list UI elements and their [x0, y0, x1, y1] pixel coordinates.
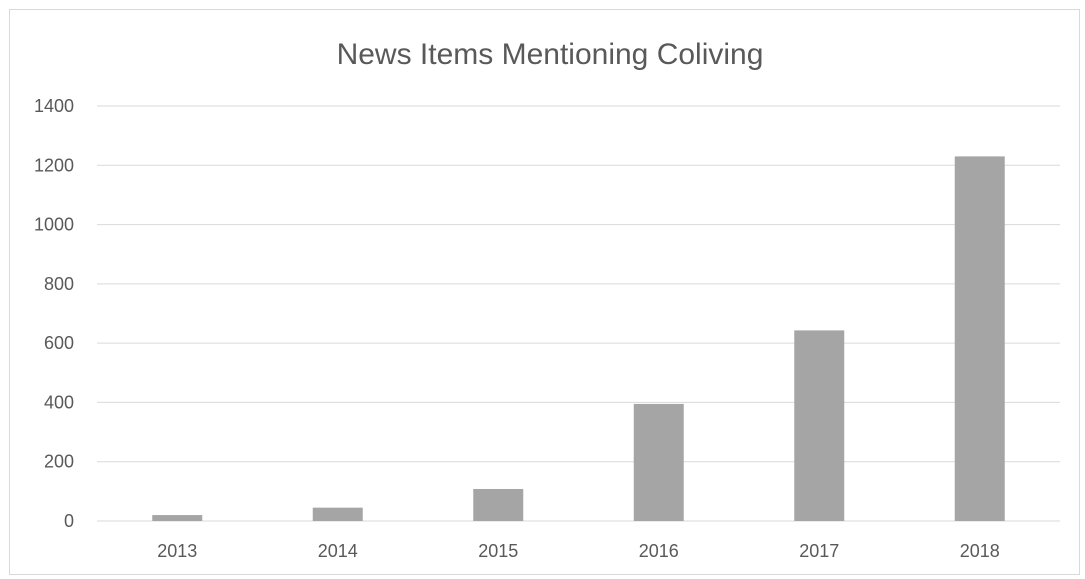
x-tick-label: 2017 [799, 541, 839, 561]
x-tick-label: 2018 [960, 541, 1000, 561]
bar [473, 488, 524, 521]
x-axis-ticks: 2013 2014 2015 2016 2017 2018 [157, 541, 1000, 561]
y-tick-label: 1400 [34, 96, 74, 116]
y-tick-label: 600 [44, 333, 74, 353]
x-tick-label: 2015 [478, 541, 518, 561]
x-tick-label: 2014 [318, 541, 358, 561]
x-tick-label: 2013 [157, 541, 197, 561]
bar [312, 507, 363, 521]
bars [152, 156, 1005, 521]
y-tick-label: 1200 [34, 155, 74, 175]
y-tick-label: 200 [44, 452, 74, 472]
bar [954, 156, 1005, 521]
chart-frame [9, 9, 1080, 575]
gridlines [97, 105, 1060, 522]
x-tick-label: 2016 [639, 541, 679, 561]
chart-title: News Items Mentioning Coliving [337, 38, 764, 71]
y-axis-ticks: 0 200 400 600 800 1000 1200 1400 [34, 96, 74, 531]
y-tick-label: 800 [44, 274, 74, 294]
y-tick-label: 0 [64, 511, 74, 531]
y-tick-label: 1000 [34, 215, 74, 235]
bar [152, 515, 203, 521]
y-tick-label: 400 [44, 392, 74, 412]
bar [794, 330, 845, 521]
bar [633, 403, 684, 521]
